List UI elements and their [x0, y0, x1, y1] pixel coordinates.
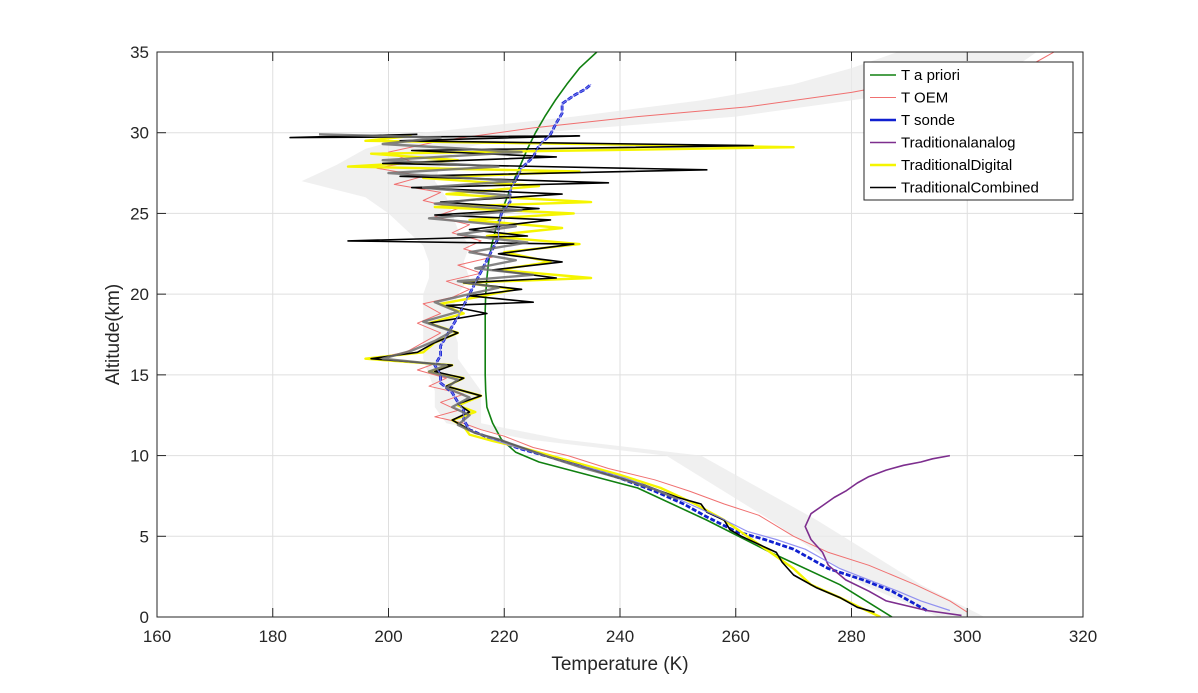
- legend-label: TraditionalDigital: [901, 157, 1012, 174]
- x-tick-label: 220: [490, 627, 518, 646]
- y-tick-label: 20: [130, 285, 149, 304]
- legend-label: T a priori: [901, 67, 960, 84]
- overlay-line-1: [318, 133, 679, 501]
- legend: T a priori T OEM T sonde Traditionalanalog T…: [863, 61, 1074, 201]
- legend-item-t-sonde: T sonde: [870, 112, 955, 129]
- legend-item-t-a-priori: T a priori: [870, 67, 960, 84]
- y-tick-label: 15: [130, 366, 149, 385]
- x-tick-label: 240: [606, 627, 634, 646]
- legend-items: T a priori T OEM T sonde Traditionalanalog T…: [870, 67, 1039, 197]
- x-tick-label: 180: [259, 627, 287, 646]
- legend-item-t-oem: T OEM: [870, 90, 948, 107]
- x-tick-labels: 160 180 200 220 240 260 280 300 320: [143, 627, 1097, 646]
- x-tick-label: 160: [143, 627, 171, 646]
- legend-item-traditionalanalog: Traditionalanalog: [870, 135, 1016, 152]
- overlay-lines-layer: [318, 83, 951, 612]
- x-tick-label: 200: [374, 627, 402, 646]
- y-tick-labels: 0 5 10 15 20 25 30 35: [130, 43, 149, 627]
- legend-box: [863, 61, 1074, 201]
- y-tick-label: 30: [130, 124, 149, 143]
- x-axis-label: Temperature (K): [551, 654, 688, 675]
- y-tick-label: 0: [140, 608, 149, 627]
- y-tick-label: 10: [130, 447, 149, 466]
- y-axis-label: Altitude(km): [103, 284, 124, 385]
- legend-label: T OEM: [901, 90, 948, 107]
- legend-label: T sonde: [901, 112, 955, 129]
- series-line-traditionalanalog: [804, 454, 962, 617]
- x-tick-label: 320: [1069, 627, 1097, 646]
- legend-label: TraditionalCombined: [901, 180, 1039, 197]
- legend-label: Traditionalanalog: [901, 135, 1016, 152]
- y-tick-label: 5: [140, 527, 149, 546]
- legend-item-traditionalcombined: TraditionalCombined: [870, 180, 1039, 197]
- y-tick-label: 35: [130, 43, 149, 62]
- overlay-line-0: [434, 83, 951, 612]
- plot-frame: [156, 51, 1084, 618]
- y-tick-label: 25: [130, 204, 149, 223]
- x-tick-label: 260: [722, 627, 750, 646]
- x-tick-label: 280: [837, 627, 865, 646]
- series-line-t-oem: [370, 52, 1055, 613]
- legend-item-traditionaldigital: TraditionalDigital: [870, 157, 1012, 174]
- x-tick-label: 300: [953, 627, 981, 646]
